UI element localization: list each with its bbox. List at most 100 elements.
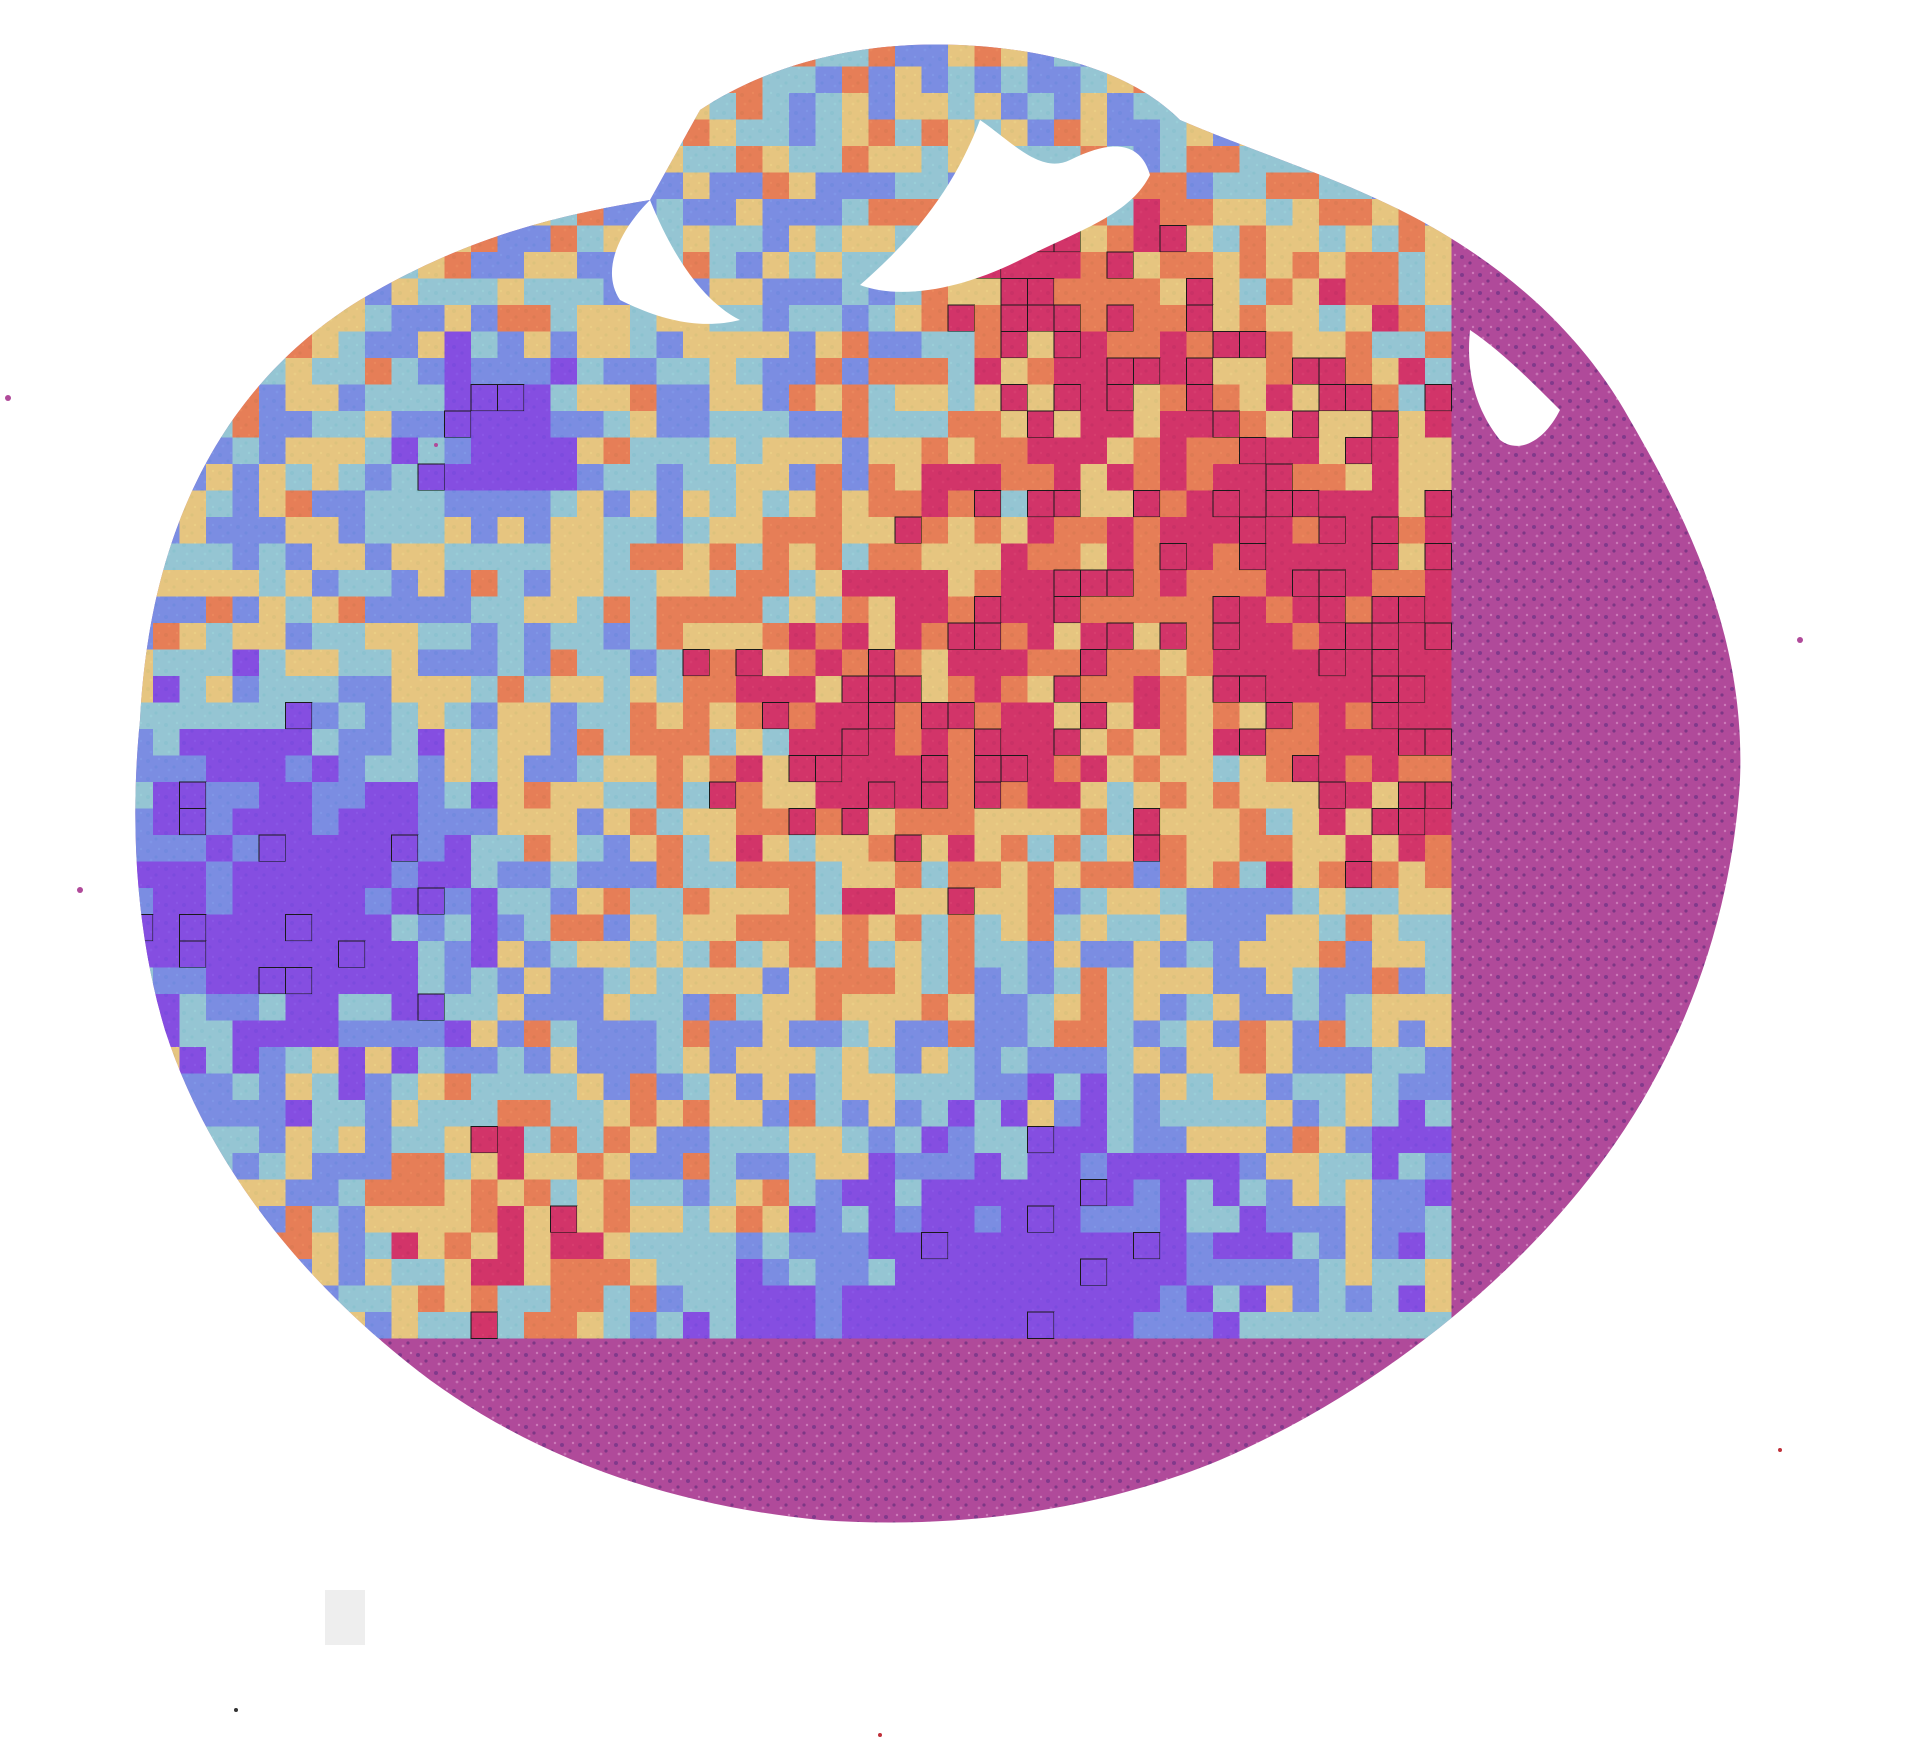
heatmap-tile [974,967,1001,994]
heatmap-tile [736,1312,763,1339]
heatmap-tile [656,729,683,756]
heatmap-tile [709,994,736,1021]
heatmap-tile [630,1047,657,1074]
heatmap-tile [842,994,869,1021]
heatmap-tile [921,517,948,544]
heatmap-tile [974,835,1001,862]
heatmap-tile [1054,464,1081,491]
heatmap-tile [365,994,392,1021]
heatmap-tile [1107,702,1134,729]
heatmap-tile [550,517,577,544]
heatmap-tile [1345,676,1372,703]
heatmap-tile [1424,490,1452,518]
heatmap-tile [630,331,657,358]
heatmap-tile [1160,252,1187,279]
heatmap-tile [815,1100,842,1127]
heatmap-tile [921,994,948,1021]
heatmap-tile [948,649,975,676]
heatmap-tile [736,1206,763,1233]
heatmap-tile [1398,1206,1425,1233]
heatmap-tile [1133,1232,1161,1260]
heatmap-tile [1054,1232,1081,1259]
heatmap-tile [788,808,816,836]
heatmap-tile [1080,1153,1107,1180]
heatmap-tile [391,278,418,305]
heatmap-tile [259,596,286,623]
heatmap-tile [232,861,259,888]
heatmap-tile [338,623,365,650]
heatmap-tile [444,1312,471,1339]
heatmap-tile [444,1073,471,1100]
heatmap-tile [1107,914,1134,941]
heatmap-tile [1425,596,1452,623]
heatmap-tile [1133,596,1160,623]
heatmap-tile [1001,1179,1028,1206]
heatmap-tile [1080,384,1107,411]
heatmap-tile [842,835,869,862]
heatmap-tile [1080,1179,1108,1207]
heatmap-tile [921,888,948,915]
heatmap-tile [1107,596,1134,623]
heatmap-tile [656,835,683,862]
heatmap-tile [497,1047,524,1074]
heatmap-tile [444,729,471,756]
heatmap-tile [762,570,789,597]
heatmap-tile [365,1100,392,1127]
heatmap-tile [842,782,869,809]
heatmap-tile [471,1259,498,1286]
heatmap-tile [948,119,975,146]
heatmap-tile [1186,1285,1213,1312]
heatmap-tile [497,808,524,835]
heatmap-tile [1372,331,1399,358]
heatmap-tile [1027,119,1054,146]
heatmap-tile [1107,729,1134,756]
heatmap-tile [842,941,869,968]
heatmap-tile [603,358,630,385]
heatmap-tile [630,967,657,994]
heatmap-tile [656,1179,683,1206]
heatmap-tile [524,1020,551,1047]
heatmap-tile [1372,464,1399,491]
heatmap-tile [974,384,1001,411]
heatmap-tile [312,331,339,358]
heatmap-tile [1080,782,1107,809]
heatmap-tile [815,517,842,544]
heatmap-tile [789,596,816,623]
heatmap-tile [550,384,577,411]
heatmap-tile [1345,331,1372,358]
heatmap-tile [418,967,445,994]
heatmap-tile [179,623,206,650]
heatmap-tile [1186,861,1213,888]
heatmap-tile [736,808,763,835]
heatmap-tile [1239,464,1266,491]
heatmap-tile [947,304,975,332]
heatmap-tile [1398,1047,1425,1074]
heatmap-tile [1425,464,1452,491]
heatmap-tile [1054,1259,1081,1286]
heatmap-tile [1266,1073,1293,1100]
heatmap-tile [1133,994,1160,1021]
heatmap-tile [232,994,259,1021]
heatmap-tile [365,1285,392,1312]
heatmap-tile [603,464,630,491]
heatmap-tile [895,1073,922,1100]
heatmap-tile [1133,676,1160,703]
heatmap-tile [815,252,842,279]
heatmap-tile [444,1206,471,1233]
heatmap-tile [232,596,259,623]
heatmap-tile [842,384,869,411]
heatmap-tile [736,994,763,1021]
heatmap-tile [1424,543,1452,571]
heatmap-tile [1239,1126,1266,1153]
heatmap-tile [471,1179,498,1206]
heatmap-tile [1239,331,1267,359]
heatmap-tile [1239,516,1267,544]
heatmap-tile [1159,225,1187,253]
heatmap-tile [577,517,604,544]
heatmap-tile [153,941,180,968]
heatmap-tile [1372,888,1399,915]
heatmap-tile [789,1153,816,1180]
heatmap-tile [842,1073,869,1100]
heatmap-tile [1080,914,1107,941]
heatmap-tile [1372,437,1399,464]
